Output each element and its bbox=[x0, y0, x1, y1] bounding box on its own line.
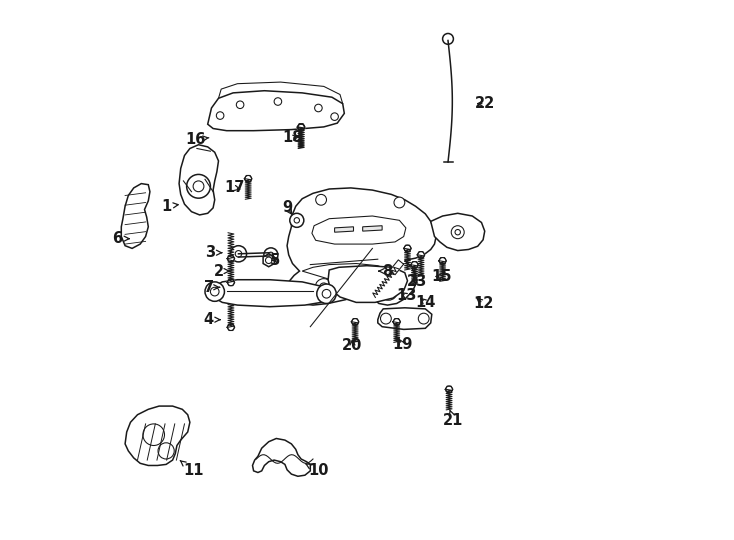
Circle shape bbox=[451, 226, 464, 239]
Polygon shape bbox=[227, 324, 235, 330]
Circle shape bbox=[317, 284, 336, 303]
Polygon shape bbox=[352, 319, 359, 325]
Polygon shape bbox=[439, 258, 446, 264]
Circle shape bbox=[211, 287, 219, 296]
Circle shape bbox=[443, 33, 454, 44]
Text: 21: 21 bbox=[443, 410, 464, 428]
Polygon shape bbox=[252, 438, 310, 476]
Circle shape bbox=[193, 181, 204, 192]
Circle shape bbox=[266, 257, 272, 264]
Polygon shape bbox=[390, 260, 404, 275]
Circle shape bbox=[228, 324, 234, 330]
Polygon shape bbox=[312, 216, 406, 244]
Circle shape bbox=[230, 246, 247, 262]
Text: 11: 11 bbox=[180, 461, 203, 478]
Polygon shape bbox=[213, 280, 328, 307]
Text: 12: 12 bbox=[473, 296, 493, 311]
Text: 10: 10 bbox=[305, 463, 329, 478]
Circle shape bbox=[235, 251, 241, 257]
Text: 15: 15 bbox=[432, 269, 451, 284]
Text: 2: 2 bbox=[214, 264, 230, 279]
Circle shape bbox=[264, 248, 278, 262]
Text: 14: 14 bbox=[415, 295, 435, 310]
Polygon shape bbox=[410, 261, 418, 268]
Circle shape bbox=[394, 197, 404, 208]
Circle shape bbox=[352, 319, 358, 325]
Text: 5: 5 bbox=[270, 253, 280, 268]
Circle shape bbox=[186, 174, 211, 198]
Circle shape bbox=[380, 283, 397, 300]
Circle shape bbox=[228, 255, 234, 262]
Text: 22: 22 bbox=[475, 96, 495, 111]
Text: 13: 13 bbox=[396, 288, 417, 303]
Polygon shape bbox=[431, 213, 484, 251]
Polygon shape bbox=[263, 254, 275, 267]
Polygon shape bbox=[335, 227, 354, 232]
Circle shape bbox=[274, 98, 282, 105]
Polygon shape bbox=[297, 124, 305, 130]
Polygon shape bbox=[244, 176, 252, 182]
Polygon shape bbox=[404, 245, 411, 252]
Polygon shape bbox=[121, 184, 150, 248]
Circle shape bbox=[446, 386, 452, 393]
Text: 19: 19 bbox=[392, 337, 413, 352]
Circle shape bbox=[245, 176, 252, 182]
Circle shape bbox=[158, 443, 174, 459]
Text: 3: 3 bbox=[206, 245, 222, 260]
Circle shape bbox=[217, 112, 224, 119]
Text: 9: 9 bbox=[283, 200, 293, 215]
Circle shape bbox=[236, 101, 244, 109]
Polygon shape bbox=[297, 124, 305, 131]
Circle shape bbox=[440, 258, 446, 264]
Polygon shape bbox=[302, 264, 396, 291]
Polygon shape bbox=[328, 266, 407, 302]
Text: 1: 1 bbox=[161, 199, 178, 214]
Text: 17: 17 bbox=[225, 180, 245, 195]
Circle shape bbox=[315, 104, 322, 112]
Circle shape bbox=[228, 279, 234, 286]
Circle shape bbox=[455, 230, 460, 235]
Circle shape bbox=[268, 252, 274, 258]
Text: 20: 20 bbox=[342, 338, 363, 353]
Polygon shape bbox=[208, 91, 344, 131]
Text: 4: 4 bbox=[204, 312, 220, 327]
Circle shape bbox=[418, 252, 424, 258]
Text: 18: 18 bbox=[283, 130, 303, 145]
Circle shape bbox=[331, 113, 338, 120]
Circle shape bbox=[298, 124, 305, 130]
Circle shape bbox=[418, 313, 429, 324]
Polygon shape bbox=[378, 308, 432, 329]
Polygon shape bbox=[417, 252, 425, 258]
Circle shape bbox=[143, 424, 164, 446]
Polygon shape bbox=[393, 319, 401, 325]
Circle shape bbox=[393, 319, 400, 325]
Polygon shape bbox=[227, 279, 235, 286]
Circle shape bbox=[316, 194, 327, 205]
Polygon shape bbox=[363, 226, 382, 231]
Circle shape bbox=[315, 279, 333, 296]
Circle shape bbox=[290, 213, 304, 227]
Circle shape bbox=[294, 218, 299, 223]
Polygon shape bbox=[179, 145, 219, 215]
Circle shape bbox=[404, 245, 411, 252]
Circle shape bbox=[380, 313, 391, 324]
Text: 7: 7 bbox=[204, 280, 219, 295]
Circle shape bbox=[319, 283, 328, 292]
Text: 16: 16 bbox=[186, 132, 209, 147]
Polygon shape bbox=[446, 386, 453, 393]
Text: 23: 23 bbox=[407, 274, 426, 289]
Circle shape bbox=[298, 124, 305, 131]
Circle shape bbox=[322, 289, 331, 298]
Polygon shape bbox=[227, 255, 235, 262]
Polygon shape bbox=[287, 188, 436, 305]
Text: 8: 8 bbox=[379, 264, 393, 279]
Polygon shape bbox=[125, 406, 190, 465]
Circle shape bbox=[205, 282, 225, 301]
Circle shape bbox=[411, 261, 418, 268]
Circle shape bbox=[385, 287, 393, 296]
Text: 6: 6 bbox=[112, 231, 129, 246]
